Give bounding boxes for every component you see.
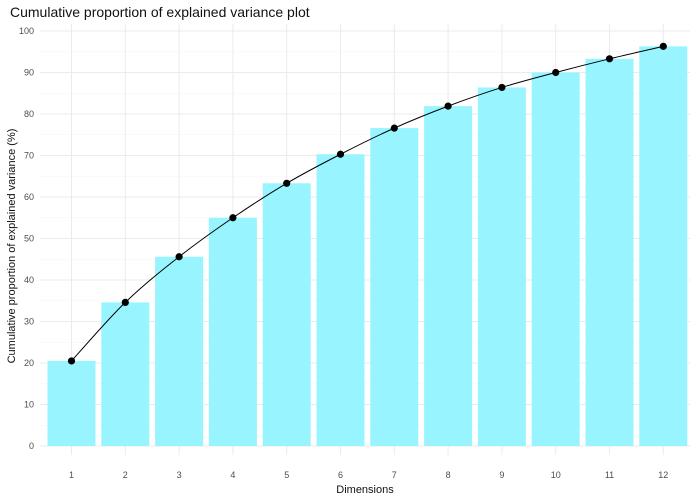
x-tick-label: 5 <box>284 470 289 480</box>
y-tick-label: 50 <box>24 234 34 244</box>
y-tick-label: 90 <box>24 68 34 78</box>
bar-dimension-11 <box>585 58 634 447</box>
point-dimension-6 <box>336 150 345 158</box>
y-tick-label: 0 <box>29 441 34 451</box>
x-tick-label: 8 <box>446 470 451 480</box>
point-dimension-11 <box>605 55 614 63</box>
bar-dimension-7 <box>370 128 419 447</box>
point-dimension-8 <box>444 102 452 110</box>
bar-dimension-2 <box>101 302 150 446</box>
chart-title: Cumulative proportion of explained varia… <box>10 4 310 20</box>
y-tick-label: 10 <box>24 400 34 410</box>
point-dimension-9 <box>498 83 506 92</box>
bar-dimension-4 <box>208 217 257 446</box>
bar-dimension-9 <box>477 87 526 446</box>
point-dimension-1 <box>67 357 76 365</box>
bars-group <box>47 46 688 447</box>
y-tick-label: 60 <box>24 192 34 202</box>
point-dimension-10 <box>552 68 560 77</box>
x-tick-label: 12 <box>658 470 668 480</box>
x-tick-label: 6 <box>338 470 343 480</box>
point-dimension-7 <box>390 124 398 132</box>
bar-dimension-12 <box>639 46 688 446</box>
y-tick-label: 100 <box>19 26 34 36</box>
y-axis-label: Cumulative proportion of explained varia… <box>6 129 18 364</box>
point-dimension-5 <box>283 179 291 187</box>
y-tick-label: 40 <box>24 275 34 285</box>
x-tick-label: 7 <box>392 470 397 480</box>
y-tick-label: 20 <box>24 358 34 368</box>
x-axis-label: Dimensions <box>336 484 394 496</box>
y-tick-label: 80 <box>24 109 34 119</box>
x-tick-label: 3 <box>177 470 182 480</box>
x-tick-label: 10 <box>551 470 561 480</box>
y-tick-label: 30 <box>24 317 34 327</box>
bar-dimension-6 <box>316 154 365 446</box>
x-tick-label: 2 <box>123 470 128 480</box>
point-dimension-12 <box>659 42 667 50</box>
point-dimension-2 <box>121 298 129 307</box>
bar-dimension-1 <box>47 360 96 446</box>
bar-dimension-10 <box>531 72 580 446</box>
point-dimension-3 <box>175 253 183 261</box>
x-tick-label: 9 <box>499 470 504 480</box>
bar-dimension-5 <box>262 183 311 446</box>
x-tick-label: 4 <box>230 470 235 480</box>
x-tick-label: 1 <box>69 470 74 480</box>
bar-dimension-8 <box>424 106 473 447</box>
cumulative-line-group <box>67 42 667 365</box>
bar-dimension-3 <box>155 256 204 446</box>
point-dimension-4 <box>229 214 237 222</box>
y-tick-label: 70 <box>24 151 34 161</box>
x-tick-label: 11 <box>605 470 614 480</box>
